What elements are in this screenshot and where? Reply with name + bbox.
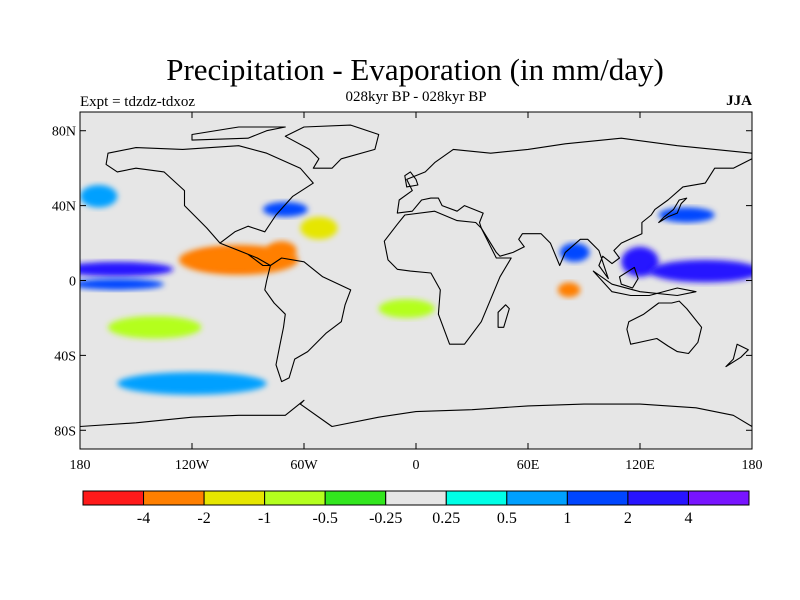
colorbar-label: 4 — [684, 510, 692, 527]
colorbar-label: 0.25 — [432, 510, 460, 527]
lat-tick-label: 80S — [54, 424, 76, 439]
chart-title: Precipitation - Evaporation (in mm/day) — [166, 52, 664, 87]
colorbar-swatch — [203, 490, 266, 506]
colorbar-label: -2 — [197, 510, 210, 527]
lat-tick-label: 0 — [69, 275, 76, 290]
coastline-antarctica — [80, 399, 752, 428]
field-indian-ocean-dry — [557, 282, 581, 298]
field-north-atlantic-dry — [300, 216, 338, 240]
colorbar-label: -0.5 — [313, 510, 338, 527]
coastline-new-zealand — [725, 343, 749, 368]
lat-tick-label: 80N — [52, 125, 76, 140]
season-label: JJA — [726, 93, 752, 109]
experiment-label: Expt = tdzdz-tdxoz — [80, 94, 196, 110]
coastline-indonesia — [592, 270, 697, 297]
field-west-pacific-wet-band — [649, 259, 752, 283]
coastline-eurasia — [396, 137, 752, 280]
colorbar-swatch — [264, 490, 326, 506]
colorbar-label: -4 — [137, 510, 150, 527]
colorbar-swatch — [324, 490, 387, 506]
axis-ticks: 80N 40N 0 40S 80S 180 120W 60W 0 60E 120E 180 — [52, 112, 763, 473]
field-layer — [80, 185, 752, 395]
lon-tick-label: 120W — [175, 458, 210, 473]
field-north-pacific-wet — [80, 185, 118, 208]
lon-tick-label: 60E — [517, 458, 540, 473]
field-kuroshio-wet — [658, 207, 715, 223]
colorbar-swatch — [506, 490, 568, 506]
field-gulf-stream-wet — [262, 201, 308, 217]
coastline-japan — [658, 197, 688, 224]
colorbar-swatch — [445, 490, 508, 506]
colorbar-label: 2 — [624, 510, 632, 527]
colorbar-swatch — [385, 490, 447, 506]
field-caribbean-dry — [266, 241, 297, 260]
coastline-south-america — [264, 257, 352, 383]
field-bay-of-bengal-wet — [559, 243, 590, 262]
colorbar-swatch — [566, 490, 629, 506]
colorbar-swatch — [627, 490, 689, 506]
lon-tick-label: 180 — [742, 458, 763, 473]
chart-subtitle: 028kyr BP - 028kyr BP — [345, 89, 487, 105]
coastline-madagascar — [497, 304, 510, 328]
colorbar-label: 1 — [563, 510, 571, 527]
colorbar-label: -0.25 — [369, 510, 402, 527]
field-southern-ocean-wet — [117, 372, 267, 395]
field-south-atlantic-dry — [378, 299, 435, 318]
coastlines — [80, 124, 752, 428]
field-central-pacific-wet-band-south — [80, 278, 164, 290]
colorbar-swatch — [82, 490, 145, 506]
field-south-pacific-dry — [108, 316, 202, 339]
colorbar-swatch — [143, 490, 205, 506]
coastline-arctic-islands — [191, 126, 286, 141]
colorbar-label: -1 — [258, 510, 271, 527]
coastline-australia — [626, 300, 703, 355]
map-background — [80, 112, 752, 449]
colorbar: -4 -2 -1 -0.5 -0.25 0.25 0.5 1 2 4 — [82, 490, 750, 527]
lat-tick-label: 40S — [54, 349, 76, 364]
field-central-pacific-wet-band — [80, 261, 174, 277]
lon-tick-label: 120E — [625, 458, 655, 473]
lon-tick-label: 0 — [413, 458, 420, 473]
coastline-borneo — [618, 266, 639, 289]
lat-tick-label: 40N — [52, 200, 76, 215]
colorbar-swatch — [687, 490, 750, 506]
lon-tick-label: 180 — [70, 458, 91, 473]
coastline-greenland — [284, 124, 380, 169]
coastline-africa — [383, 210, 512, 345]
lon-tick-label: 60W — [290, 458, 318, 473]
coastline-north-america — [105, 145, 314, 267]
colorbar-label: 0.5 — [497, 510, 517, 527]
coastline-uk — [404, 171, 419, 188]
